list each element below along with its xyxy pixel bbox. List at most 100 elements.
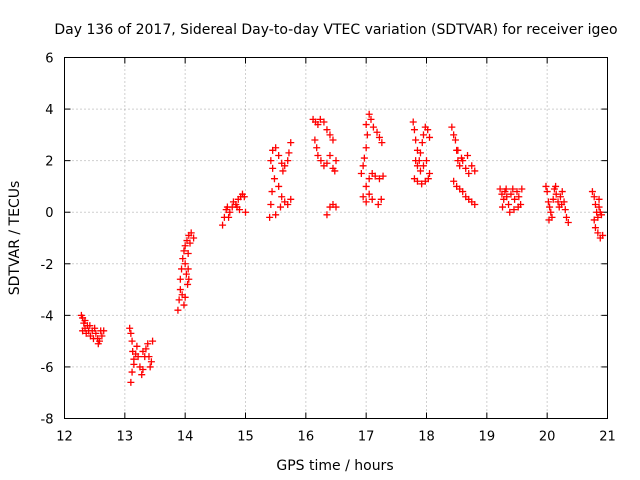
data-point xyxy=(285,149,293,157)
data-point xyxy=(464,151,472,159)
data-point xyxy=(184,265,192,273)
data-point xyxy=(377,195,385,203)
data-point xyxy=(275,151,283,159)
data-point xyxy=(94,340,102,348)
data-point xyxy=(547,208,555,216)
data-point xyxy=(362,144,370,152)
data-point xyxy=(564,219,572,227)
y-tick-label: 4 xyxy=(45,103,53,118)
data-point xyxy=(219,221,227,229)
data-point xyxy=(371,172,379,180)
data-point xyxy=(554,198,562,206)
data-point xyxy=(507,190,515,198)
data-point xyxy=(419,162,427,170)
data-point xyxy=(130,360,138,368)
data-point xyxy=(454,146,462,154)
data-point xyxy=(418,180,426,188)
data-point xyxy=(126,324,134,332)
data-point xyxy=(456,162,464,170)
data-point xyxy=(594,213,602,221)
data-point xyxy=(515,193,523,201)
data-point xyxy=(278,193,286,201)
data-point xyxy=(147,358,155,366)
data-point xyxy=(127,329,135,337)
data-point xyxy=(242,208,249,216)
data-point xyxy=(267,157,275,165)
data-point xyxy=(506,208,514,216)
data-point xyxy=(313,144,321,152)
y-tick-labels: -8 -6 -4 -2 0 2 4 6 xyxy=(41,52,54,428)
data-point xyxy=(127,378,135,386)
data-point xyxy=(448,123,456,131)
data-point xyxy=(591,200,599,208)
x-tick-label: 15 xyxy=(237,430,254,445)
data-point xyxy=(462,164,470,172)
data-point xyxy=(287,195,295,203)
y-axis-label: SDTVAR / TECUs xyxy=(7,181,23,296)
data-point xyxy=(365,175,373,183)
data-point xyxy=(284,200,292,208)
data-point xyxy=(416,167,424,175)
data-point xyxy=(365,190,373,198)
data-point xyxy=(369,123,377,131)
data-point xyxy=(186,239,194,247)
data-point xyxy=(311,136,319,144)
data-point xyxy=(503,193,511,201)
data-point xyxy=(360,154,368,162)
data-point xyxy=(362,121,370,129)
data-point xyxy=(272,211,280,219)
data-point xyxy=(174,306,182,314)
data-point xyxy=(323,159,331,167)
y-tick-label: -4 xyxy=(41,309,54,324)
data-points xyxy=(77,110,607,386)
data-point xyxy=(544,198,552,206)
data-point xyxy=(595,203,603,211)
data-point xyxy=(362,182,370,190)
data-point xyxy=(184,280,192,288)
data-point xyxy=(92,329,100,337)
data-point xyxy=(279,167,287,175)
data-point xyxy=(86,322,94,330)
data-point xyxy=(332,157,340,165)
data-point xyxy=(181,242,189,250)
data-point xyxy=(267,200,275,208)
data-point xyxy=(409,118,417,126)
data-point xyxy=(412,136,420,144)
axis-ticks xyxy=(64,57,608,419)
data-point xyxy=(314,151,322,159)
data-point xyxy=(179,255,187,263)
y-tick-label: -8 xyxy=(41,413,54,428)
data-point xyxy=(594,229,602,237)
data-point xyxy=(185,275,193,283)
data-point xyxy=(134,353,142,361)
data-point xyxy=(276,203,284,211)
data-point xyxy=(413,162,421,170)
data-point xyxy=(590,193,598,201)
y-tick-label: 0 xyxy=(45,206,53,221)
data-point xyxy=(97,327,105,335)
x-tick-labels: 12 13 14 15 16 17 18 19 20 21 xyxy=(56,430,616,445)
data-point xyxy=(176,286,184,294)
data-point xyxy=(363,131,371,139)
data-point xyxy=(450,131,458,139)
x-tick-label: 20 xyxy=(539,430,556,445)
y-tick-label: -2 xyxy=(41,258,54,273)
data-point xyxy=(562,213,570,221)
data-point xyxy=(410,126,418,134)
data-point xyxy=(180,247,188,255)
data-point xyxy=(180,301,188,309)
y-tick-label: 2 xyxy=(45,155,53,170)
data-point xyxy=(268,188,276,196)
x-tick-label: 16 xyxy=(298,430,315,445)
data-point xyxy=(133,342,141,350)
data-point xyxy=(266,213,274,221)
data-point xyxy=(81,317,89,325)
data-point xyxy=(184,249,192,257)
data-point xyxy=(412,157,420,165)
data-point xyxy=(317,157,325,165)
data-point xyxy=(509,185,517,193)
data-point xyxy=(423,157,430,165)
data-point xyxy=(149,337,157,345)
data-point xyxy=(465,170,473,178)
data-point xyxy=(326,131,334,139)
